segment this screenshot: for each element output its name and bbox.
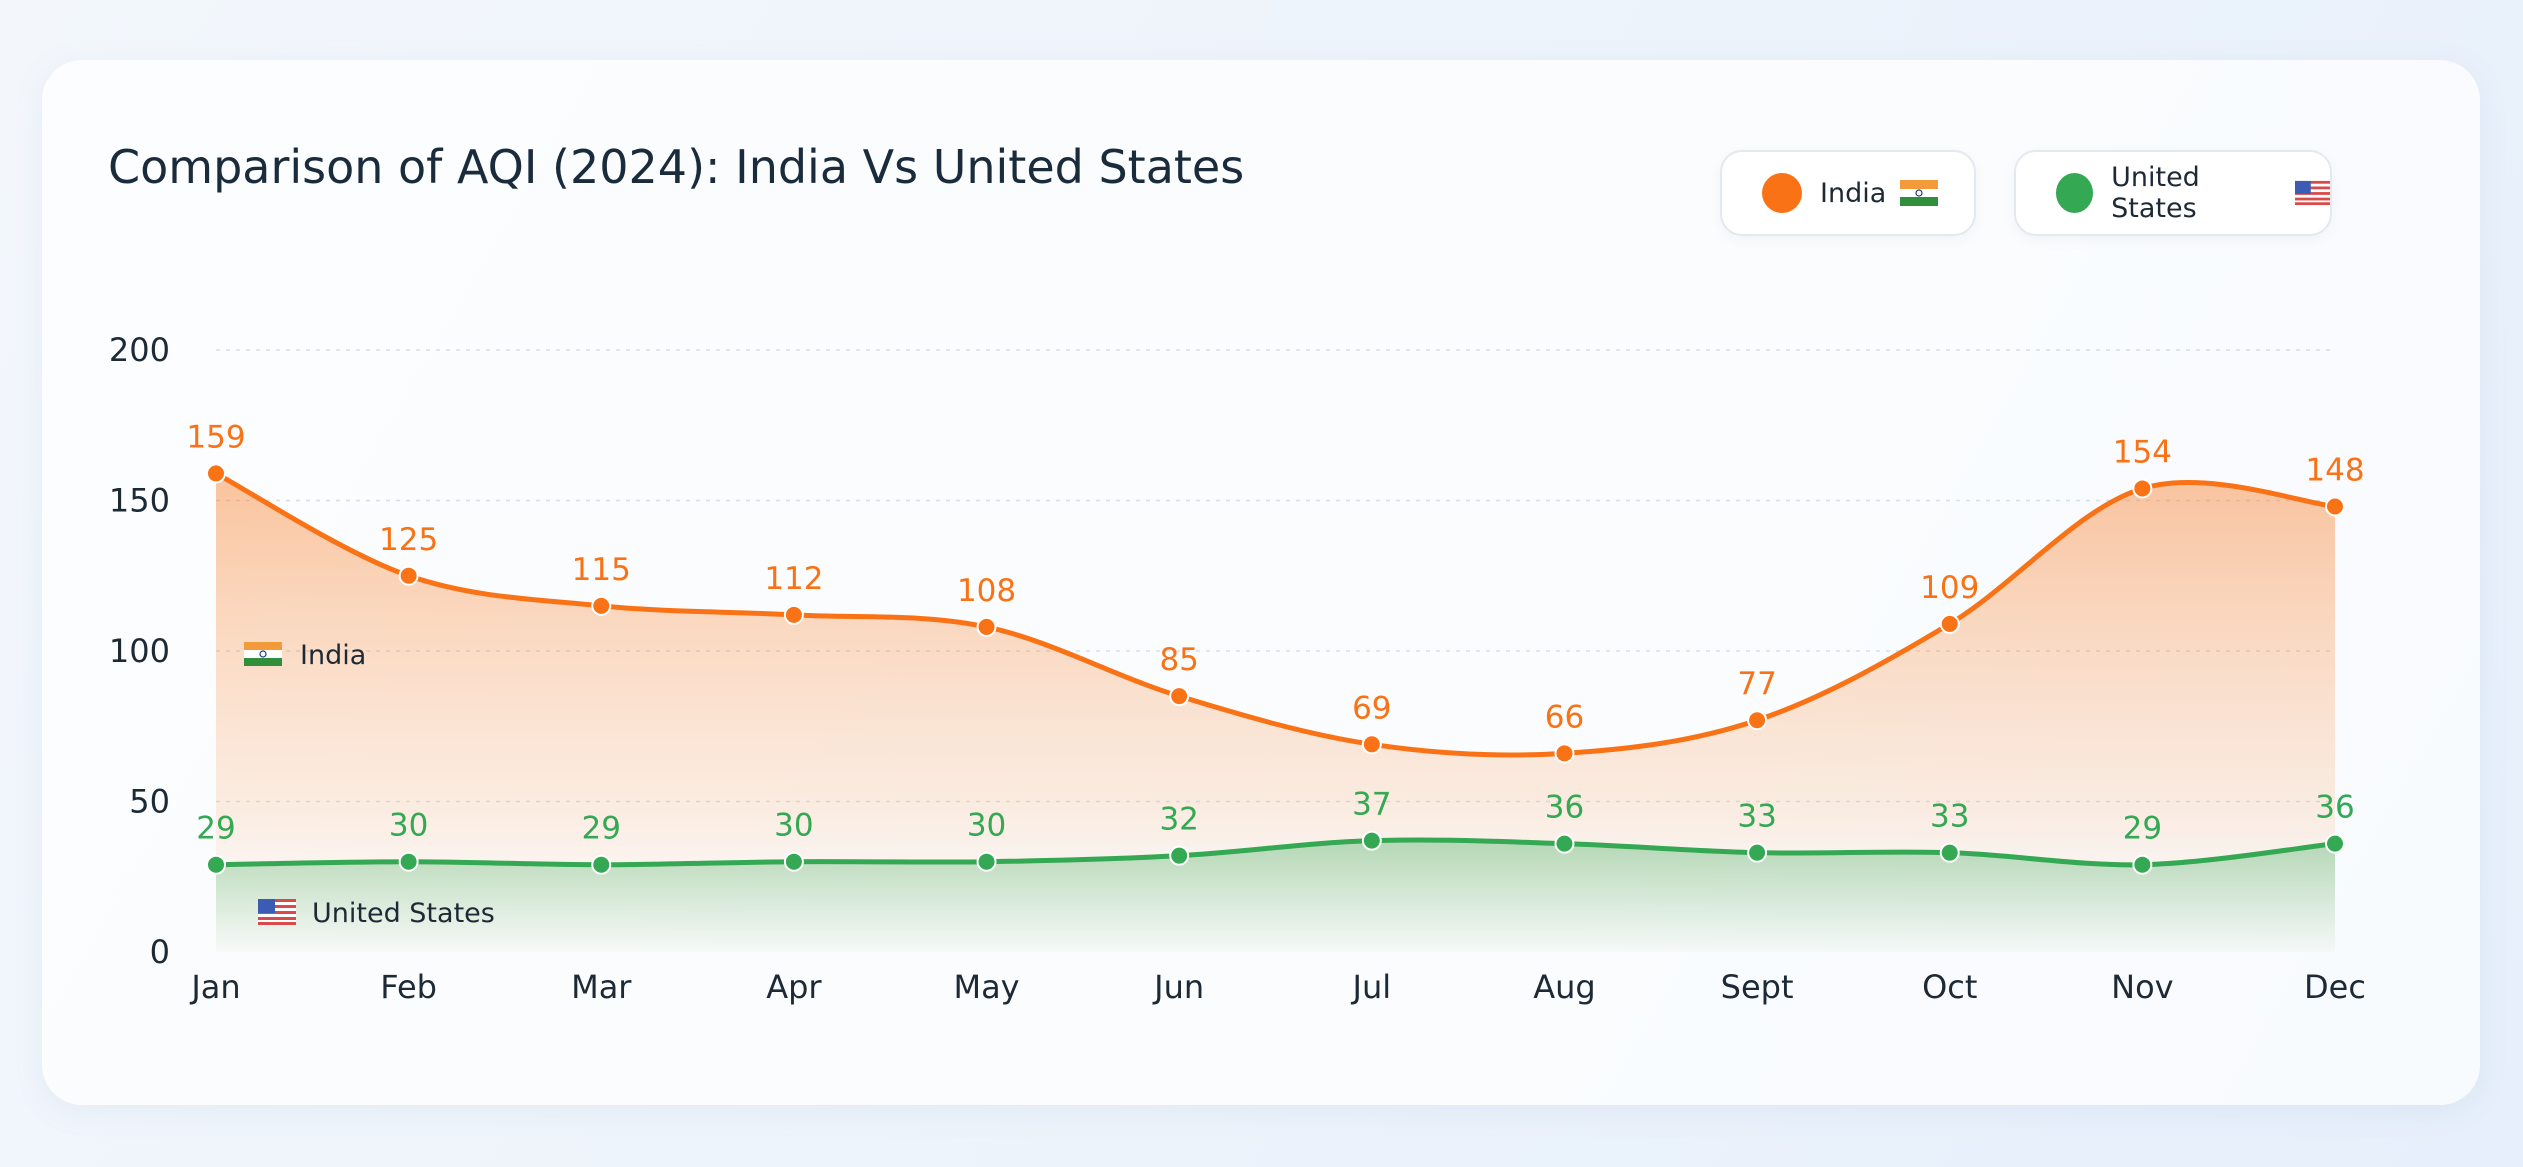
series-area [216,839,2335,952]
y-tick-label: 50 [129,783,170,821]
data-label: 125 [379,522,438,558]
data-point[interactable] [2132,478,2153,499]
chart-axes: 0 50 100 150 200 Jan Feb Mar Apr May Jun Jul Aug Sept… [109,331,2366,1006]
legend-item-united-states[interactable]: United States [2014,150,2332,236]
data-label: 29 [582,811,621,847]
data-label: 112 [764,561,823,597]
chart-inline-labels: India United States [244,640,495,929]
us-flag-icon [258,899,296,925]
chart-lines [213,470,2338,868]
data-point[interactable] [783,604,804,625]
y-tick-label: 0 [150,933,170,971]
inline-label-india: India [300,640,366,671]
data-label: 66 [1545,699,1584,735]
y-tick-label: 200 [109,331,170,369]
x-tick-label: May [953,968,1019,1006]
x-tick-label: Aug [1533,968,1595,1006]
data-label: 30 [389,808,428,844]
data-point[interactable] [2132,854,2153,875]
data-label: 77 [1737,666,1776,702]
india-flag-icon [1900,180,1939,206]
data-point[interactable] [1554,743,1575,764]
x-tick-label: Nov [2111,968,2173,1006]
series-line [213,837,2338,868]
data-point[interactable] [1747,842,1768,863]
data-point[interactable] [1939,613,1960,634]
data-point[interactable] [1361,830,1382,851]
data-label: 159 [186,419,245,455]
data-label: 36 [1545,790,1584,826]
data-label: 36 [2315,790,2354,826]
data-point[interactable] [1939,842,1960,863]
data-point[interactable] [976,851,997,872]
chart-data-labels: 159 125 115 112 108 85 69 66 77 109 154 148 29 30 29 30… [186,419,2364,846]
india-legend-dot [1762,173,1802,213]
data-point[interactable] [206,854,226,875]
chart-areas [216,473,2335,952]
us-legend-dot [2056,173,2094,213]
data-label: 30 [774,808,813,844]
x-tick-label: Jun [1152,968,1204,1006]
x-tick-label: Jan [189,968,240,1006]
data-point[interactable] [398,565,419,586]
data-point[interactable] [1554,833,1575,854]
x-tick-label: Mar [571,968,632,1006]
x-tick-label: Sept [1721,968,1794,1006]
x-tick-label: Apr [766,968,822,1006]
us-flag-icon [2294,180,2330,206]
data-point[interactable] [1169,845,1190,866]
data-label: 37 [1352,787,1391,823]
data-point[interactable] [2325,833,2345,854]
data-point[interactable] [2325,496,2345,517]
data-label: 109 [1920,570,1979,606]
data-point[interactable] [1361,734,1382,755]
inline-label-united-states: United States [312,898,495,929]
chart-title: Comparison of AQI (2024): India Vs Unite… [108,140,1245,194]
data-label: 29 [196,811,235,847]
data-label: 108 [957,573,1016,609]
data-label: 33 [1930,799,1969,835]
data-label: 115 [572,552,631,588]
data-point[interactable] [976,616,997,637]
data-label: 30 [967,808,1006,844]
data-point[interactable] [206,463,226,484]
chart-points [206,463,2345,875]
legend-label-india: India [1820,177,1887,209]
data-label: 32 [1159,802,1198,838]
series-area [216,473,2335,952]
data-label: 33 [1737,799,1776,835]
data-label: 29 [2123,811,2162,847]
india-flag-icon [244,642,282,666]
series-line [213,470,2338,758]
x-tick-label: Jul [1351,968,1392,1006]
y-tick-label: 100 [109,632,170,670]
data-point[interactable] [783,851,804,872]
data-point[interactable] [1169,686,1190,707]
y-tick-label: 150 [109,482,170,520]
data-point[interactable] [591,854,612,875]
data-label: 69 [1352,690,1391,726]
data-point[interactable] [1747,710,1768,731]
data-point[interactable] [591,595,612,616]
data-label: 154 [2113,434,2172,470]
x-tick-label: Dec [2304,968,2366,1006]
data-point[interactable] [398,851,419,872]
x-tick-label: Oct [1922,968,1977,1006]
x-tick-label: Feb [380,968,437,1006]
data-label: 148 [2305,453,2364,489]
data-label: 85 [1159,642,1198,678]
legend-label-united-states: United States [2111,162,2200,224]
legend-item-india[interactable]: India [1720,150,1976,236]
